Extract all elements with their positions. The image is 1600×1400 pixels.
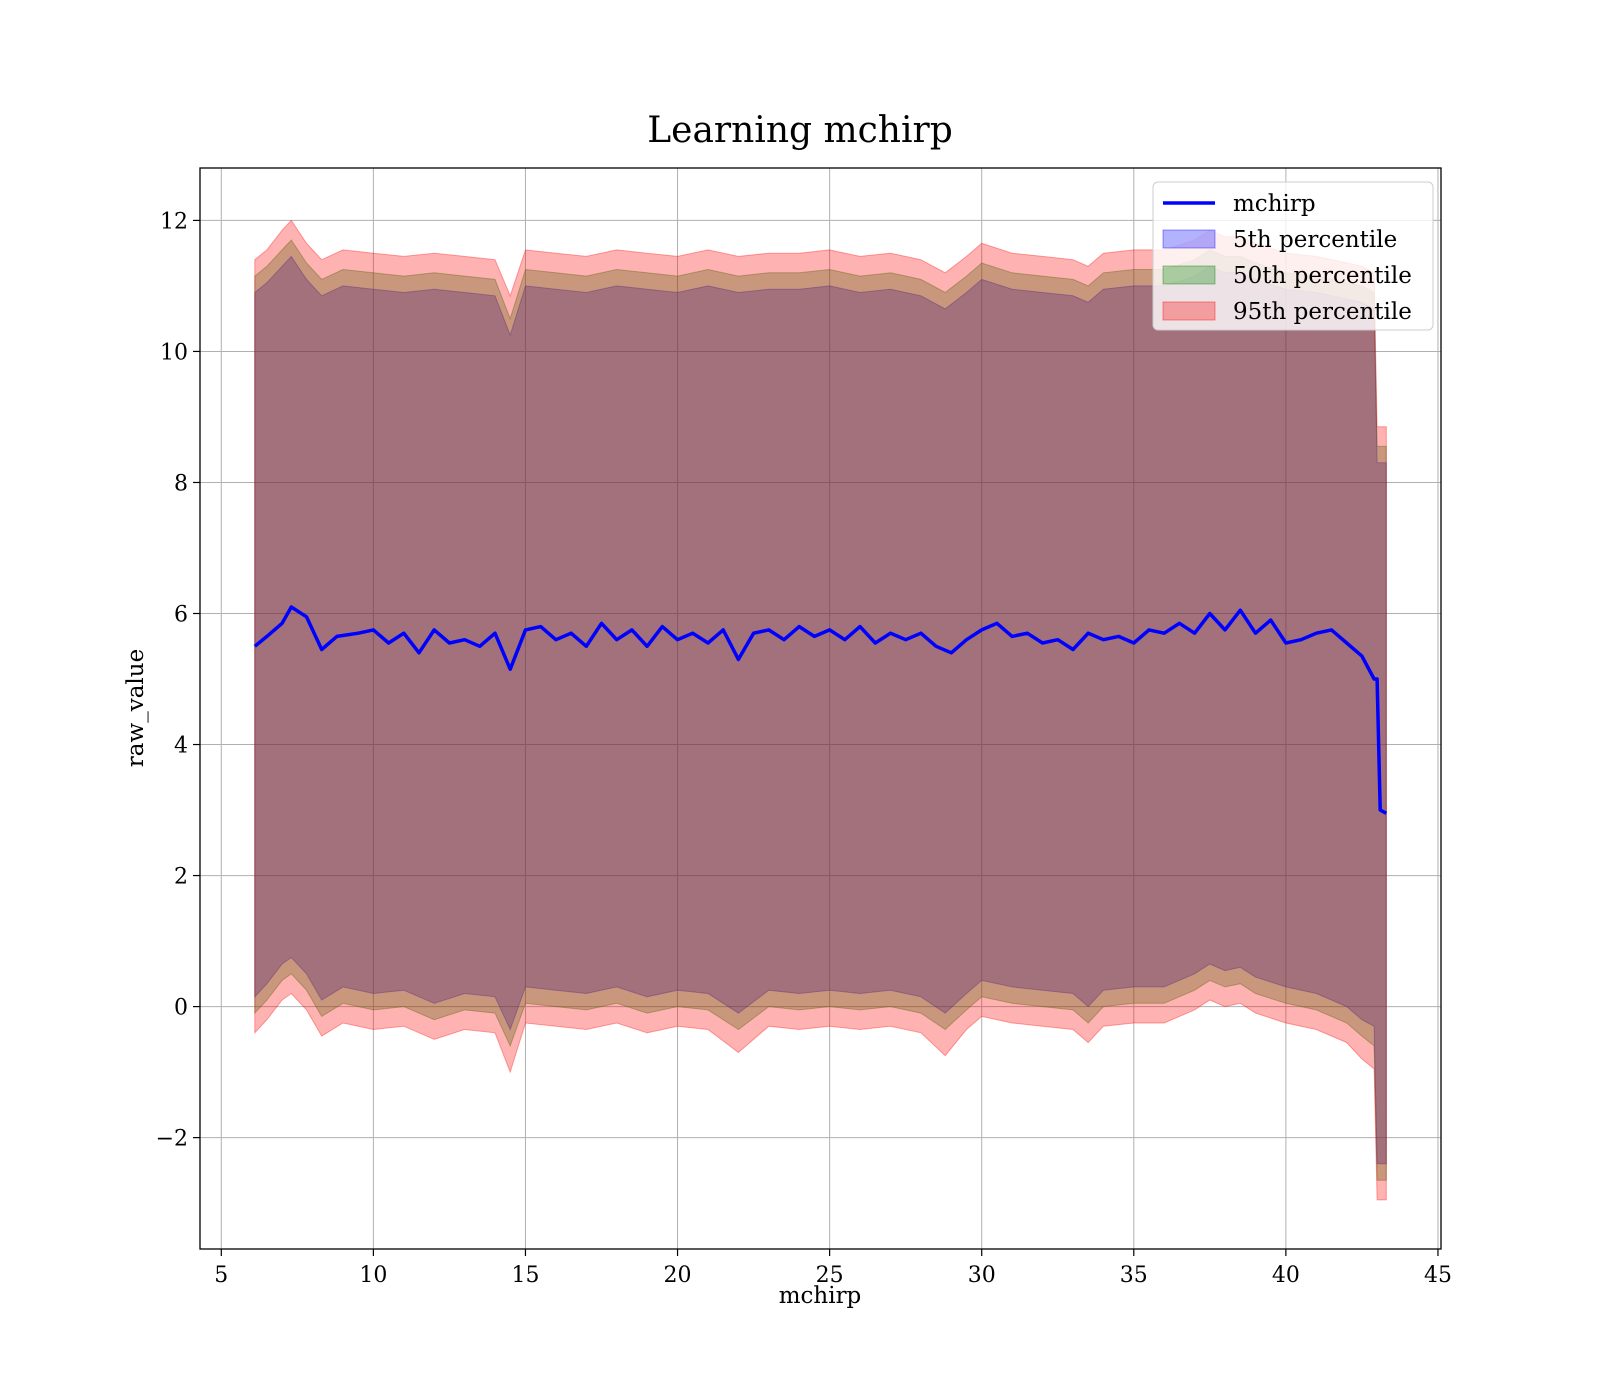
chart-title: Learning mchirp	[647, 110, 953, 151]
x-tick-label: 40	[1272, 1263, 1300, 1288]
plot-frame	[199, 167, 1442, 1250]
y-tick-label: 0	[174, 996, 188, 1021]
x-tick-label: 20	[664, 1263, 692, 1288]
mchirp-line-group	[253, 605, 1388, 815]
band-5th	[254, 255, 1387, 1165]
x-tick-label: 30	[968, 1263, 996, 1288]
x-axis-label: mchirp	[779, 1283, 862, 1309]
plot-background	[200, 168, 1441, 1249]
legend: mchirp 5th percentile 50th percentile 95th …	[1152, 181, 1434, 331]
y-tick-label: 8	[174, 471, 188, 496]
percentile-bands	[254, 219, 1387, 1201]
y-tick-label: 10	[160, 340, 188, 365]
x-tick-label: 5	[214, 1263, 228, 1288]
band-95th	[254, 219, 1387, 1201]
legend-label: 95th percentile	[1233, 299, 1412, 325]
y-tick-label: 12	[160, 209, 188, 234]
legend-box	[1152, 181, 1434, 331]
x-tick-label: 10	[359, 1263, 387, 1288]
y-axis-ticks: −2 0 2 4 6 8 10 12	[156, 209, 200, 1152]
band-50th	[254, 239, 1387, 1181]
legend-label: 50th percentile	[1233, 263, 1412, 289]
plot-area	[199, 167, 1442, 1250]
x-tick-label: 15	[511, 1263, 539, 1288]
y-tick-label: 2	[174, 865, 188, 890]
x-tick-label: 25	[816, 1263, 844, 1288]
y-tick-label: 4	[174, 734, 188, 759]
mchirp-line	[253, 605, 1388, 815]
y-tick-label: −2	[156, 1127, 188, 1152]
legend-band-swatch	[1162, 265, 1216, 285]
y-tick-label: 6	[174, 603, 188, 628]
x-tick-label: 35	[1120, 1263, 1148, 1288]
x-tick-label: 45	[1424, 1263, 1452, 1288]
x-axis-ticks: 5 10 15 20 25 30 35 40 45	[214, 1249, 1452, 1288]
y-axis-label: raw_value	[123, 649, 149, 767]
legend-band-swatch	[1162, 229, 1216, 249]
legend-label: mchirp	[1233, 191, 1316, 217]
legend-label: 5th percentile	[1233, 227, 1397, 253]
legend-band-swatch	[1162, 301, 1216, 321]
